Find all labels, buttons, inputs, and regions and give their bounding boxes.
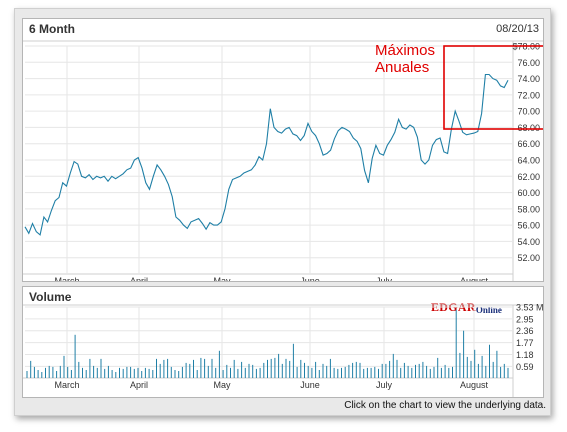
- annual-high-label: Máximos Anuales: [375, 42, 435, 76]
- price-y-tick-label: 66.00: [517, 139, 540, 149]
- price-y-tick-label: 54.00: [517, 237, 540, 247]
- volume-x-tick-label: April: [130, 380, 148, 390]
- volume-chart-panel[interactable]: Volume EDGAROnline 3.53 M2.952.361.771.1…: [22, 286, 544, 398]
- price-y-tick-label: 64.00: [517, 156, 540, 166]
- volume-y-tick-label: 3.53 M: [516, 303, 543, 313]
- volume-chart-title: Volume: [29, 290, 72, 304]
- price-y-tick-label: 56.00: [517, 221, 540, 231]
- price-y-tick-label: 60.00: [517, 188, 540, 198]
- price-y-tick-label: 68.00: [517, 123, 540, 133]
- price-y-tick-label: 62.00: [517, 172, 540, 182]
- price-y-tick-label: 52.00: [517, 253, 540, 263]
- price-y-tick-label: 58.00: [517, 204, 540, 214]
- volume-x-tick-label: August: [460, 380, 489, 390]
- volume-y-tick-label: 0.59: [516, 362, 534, 372]
- chart-frame[interactable]: 6 Month 08/20/13 $78.00 76.00 74.00 72.00 70…: [14, 8, 551, 416]
- annual-high-label-line2: Anuales: [375, 59, 430, 76]
- price-y-tick-label: 76.00: [517, 58, 540, 68]
- annual-high-box: [443, 45, 543, 130]
- price-series-line: [24, 73, 509, 236]
- price-x-tick-label: August: [460, 276, 489, 281]
- price-y-tick-label: 74.00: [517, 74, 540, 84]
- price-x-tick-label: May: [213, 276, 231, 281]
- price-x-tick-label: July: [376, 276, 393, 281]
- volume-y-tick-label: 2.36: [516, 326, 534, 336]
- price-y-tick-label: 72.00: [517, 90, 540, 100]
- price-x-tick-label: June: [300, 276, 320, 281]
- volume-y-tick-label: 1.18: [516, 350, 534, 360]
- price-chart-title: 6 Month: [29, 22, 75, 36]
- volume-x-tick-label: June: [300, 380, 320, 390]
- volume-x-tick-label: May: [213, 380, 231, 390]
- online-logo-text: Online: [475, 305, 502, 315]
- price-x-tick-label: March: [54, 276, 79, 281]
- volume-x-tick-label: March: [54, 380, 79, 390]
- price-x-tick-label: April: [130, 276, 148, 281]
- price-chart-date: 08/20/13: [496, 23, 539, 35]
- volume-x-tick-label: July: [376, 380, 393, 390]
- volume-y-tick-label: 2.95: [516, 314, 534, 324]
- footer-note: Click on the chart to view the underlyin…: [344, 400, 546, 411]
- price-chart-svg[interactable]: $78.0076.0074.0072.0070.0068.0066.0064.0…: [23, 19, 543, 281]
- volume-y-tick-label: 1.77: [516, 338, 534, 348]
- price-chart-panel[interactable]: 6 Month 08/20/13 $78.00 76.00 74.00 72.00 70…: [22, 18, 544, 282]
- volume-chart-svg[interactable]: 3.53 M2.95 2.36 1.77 1.18 0.59 March April May J…: [23, 287, 543, 397]
- price-y-tick-label: 70.00: [517, 107, 540, 117]
- annual-high-label-line1: Máximos: [375, 42, 436, 59]
